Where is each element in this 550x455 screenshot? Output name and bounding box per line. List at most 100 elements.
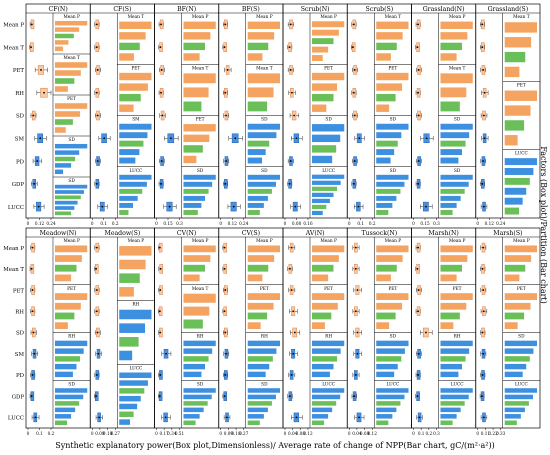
bar <box>440 363 462 370</box>
bar <box>311 186 338 191</box>
bar <box>54 78 75 84</box>
box-mean-marker <box>295 416 298 419</box>
bar <box>311 55 323 61</box>
factor-label: PD <box>16 373 25 379</box>
bar <box>311 293 345 300</box>
bar <box>119 174 152 180</box>
bar <box>119 149 140 156</box>
bar <box>54 264 77 272</box>
box-mean-marker <box>224 23 227 26</box>
bar <box>504 207 520 215</box>
box-mean-marker <box>417 246 419 249</box>
box-mean-marker <box>481 23 484 26</box>
bar <box>183 73 216 84</box>
bar-block-label: Mean T <box>449 66 466 71</box>
bar <box>247 123 280 130</box>
bar <box>247 73 280 84</box>
bar <box>247 255 275 262</box>
bar <box>247 21 280 29</box>
bar <box>183 394 212 400</box>
bar-block-label: PET <box>131 66 140 71</box>
x-tick-label: 0.08 <box>292 221 302 226</box>
box-mean-marker <box>95 246 98 249</box>
bar <box>54 33 74 39</box>
bar <box>54 62 88 68</box>
bar <box>247 401 272 406</box>
x-tick-label: 0 <box>155 431 158 436</box>
box-mean-marker <box>418 416 421 419</box>
bar <box>183 174 216 180</box>
bar <box>183 255 211 262</box>
box-mean-marker <box>223 395 226 398</box>
panel: Scrub(N) Mean P PET SD LUCC 0 0.08 0.16 <box>282 3 348 226</box>
panel: Grassland(S) Mean T PET LUCC 0 0.12 0.24 <box>475 3 541 226</box>
box-mean-marker <box>416 267 419 270</box>
bar <box>504 348 534 354</box>
box-mean-marker <box>289 23 292 26</box>
bar-block-label: Mean P <box>128 239 145 244</box>
bar <box>183 420 196 426</box>
bar <box>440 174 473 180</box>
bar-block-label: SD <box>390 169 397 174</box>
factor-label: RH <box>15 309 24 315</box>
bar <box>247 356 273 362</box>
bar <box>247 414 264 419</box>
box-mean-marker <box>30 267 33 270</box>
bar <box>119 181 147 187</box>
box-mean-marker <box>159 267 162 270</box>
x-tick-label: 0.18 <box>231 431 241 436</box>
x-tick-label: 0.12 <box>35 221 45 226</box>
bar-block-label: Mean P <box>449 15 466 20</box>
panel: CF(N) Mean P Mean T PET SD SD 0 0.12 0.24 <box>25 3 91 226</box>
panel-title: CV(N) <box>177 230 196 237</box>
bar <box>504 388 537 393</box>
bar-block-label: Mean T <box>385 15 402 20</box>
x-tick-label: 0.15 <box>163 221 173 226</box>
bar <box>183 414 200 419</box>
bar <box>376 274 391 282</box>
box-mean-marker <box>481 46 484 49</box>
x-tick-label: 0 <box>91 221 94 226</box>
box-mean-marker <box>290 374 293 376</box>
bar <box>440 181 469 187</box>
bar <box>376 195 397 201</box>
x-tick-label: 0 <box>476 431 479 436</box>
factor-label: PD <box>16 159 25 165</box>
bar <box>440 195 461 201</box>
bar <box>247 340 280 347</box>
box-mean-marker <box>425 205 427 208</box>
box-mean-marker <box>96 160 99 162</box>
box-mean-marker <box>40 69 42 71</box>
bar <box>247 42 269 51</box>
bar <box>440 21 473 29</box>
box-mean-marker <box>482 69 485 71</box>
box-mean-marker <box>95 46 98 49</box>
box-mean-marker <box>483 137 486 140</box>
bar <box>311 83 338 91</box>
x-tick-label: 0.1 <box>36 431 43 436</box>
box-mean-marker <box>482 160 485 162</box>
box-mean-marker <box>417 352 420 355</box>
bar <box>119 395 141 402</box>
x-tick-label: 0 <box>27 431 30 436</box>
bar <box>311 155 333 164</box>
bar <box>376 104 390 112</box>
box-mean-marker <box>30 395 33 398</box>
bar <box>440 356 466 362</box>
bar <box>311 104 327 112</box>
bar <box>119 309 152 320</box>
bar-block-label: PET <box>517 287 526 292</box>
bar <box>376 21 409 29</box>
box-mean-marker <box>289 69 292 71</box>
factor-label: LUCC <box>8 416 24 422</box>
box-mean-marker <box>234 137 237 140</box>
box-mean-marker <box>353 114 356 117</box>
factor-label: Mean P <box>3 246 24 252</box>
bar <box>119 388 145 394</box>
bar-block-label: PET <box>453 287 462 292</box>
bar <box>119 323 146 333</box>
bar <box>247 363 270 370</box>
bar <box>376 83 403 91</box>
box-mean-marker <box>165 352 168 355</box>
